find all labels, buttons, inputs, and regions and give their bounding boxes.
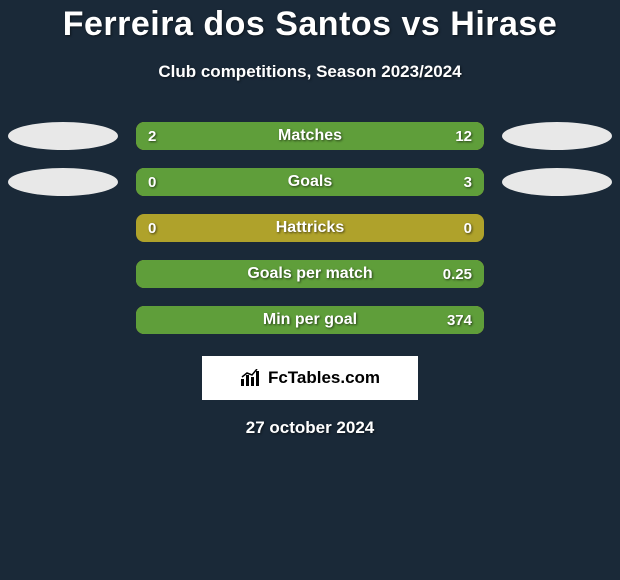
right-oval bbox=[502, 168, 612, 196]
stat-right-value: 0.25 bbox=[443, 260, 472, 288]
chart-icon bbox=[240, 369, 262, 387]
bar-right-fill bbox=[136, 168, 484, 196]
bar-right-fill bbox=[136, 260, 484, 288]
stat-left-value: 0 bbox=[148, 168, 156, 196]
subtitle: Club competitions, Season 2023/2024 bbox=[0, 62, 620, 82]
left-oval bbox=[8, 122, 118, 150]
stat-rows: 212Matches03Goals00Hattricks0.25Goals pe… bbox=[0, 122, 620, 334]
bar-left-fill bbox=[136, 122, 186, 150]
logo-text: FcTables.com bbox=[268, 368, 380, 388]
left-oval bbox=[8, 168, 118, 196]
page-title: Ferreira dos Santos vs Hirase bbox=[0, 5, 620, 44]
bar-right-fill bbox=[136, 306, 484, 334]
bar-right-fill bbox=[186, 122, 484, 150]
stat-right-value: 0 bbox=[464, 214, 472, 242]
right-oval bbox=[502, 122, 612, 150]
stat-bar: 0 0Hattricks bbox=[136, 214, 484, 242]
stat-right-value: 3 bbox=[464, 168, 472, 196]
stat-bar: 212Matches bbox=[136, 122, 484, 150]
stat-row: 0.25Goals per match bbox=[0, 260, 620, 288]
logo-badge: FcTables.com bbox=[202, 356, 418, 400]
stat-bar: 0.25Goals per match bbox=[136, 260, 484, 288]
stat-row: 0 0Hattricks bbox=[0, 214, 620, 242]
stat-right-value: 12 bbox=[455, 122, 472, 150]
date-label: 27 october 2024 bbox=[0, 418, 620, 438]
stat-bar: 03Goals bbox=[136, 168, 484, 196]
comparison-card: Ferreira dos Santos vs Hirase Club compe… bbox=[0, 0, 620, 438]
stat-right-value: 374 bbox=[447, 306, 472, 334]
stat-label: Hattricks bbox=[136, 214, 484, 242]
stat-left-value: 2 bbox=[148, 122, 156, 150]
stat-left-value: 0 bbox=[148, 214, 156, 242]
stat-row: 374Min per goal bbox=[0, 306, 620, 334]
stat-row: 212Matches bbox=[0, 122, 620, 150]
stat-bar: 374Min per goal bbox=[136, 306, 484, 334]
stat-row: 03Goals bbox=[0, 168, 620, 196]
